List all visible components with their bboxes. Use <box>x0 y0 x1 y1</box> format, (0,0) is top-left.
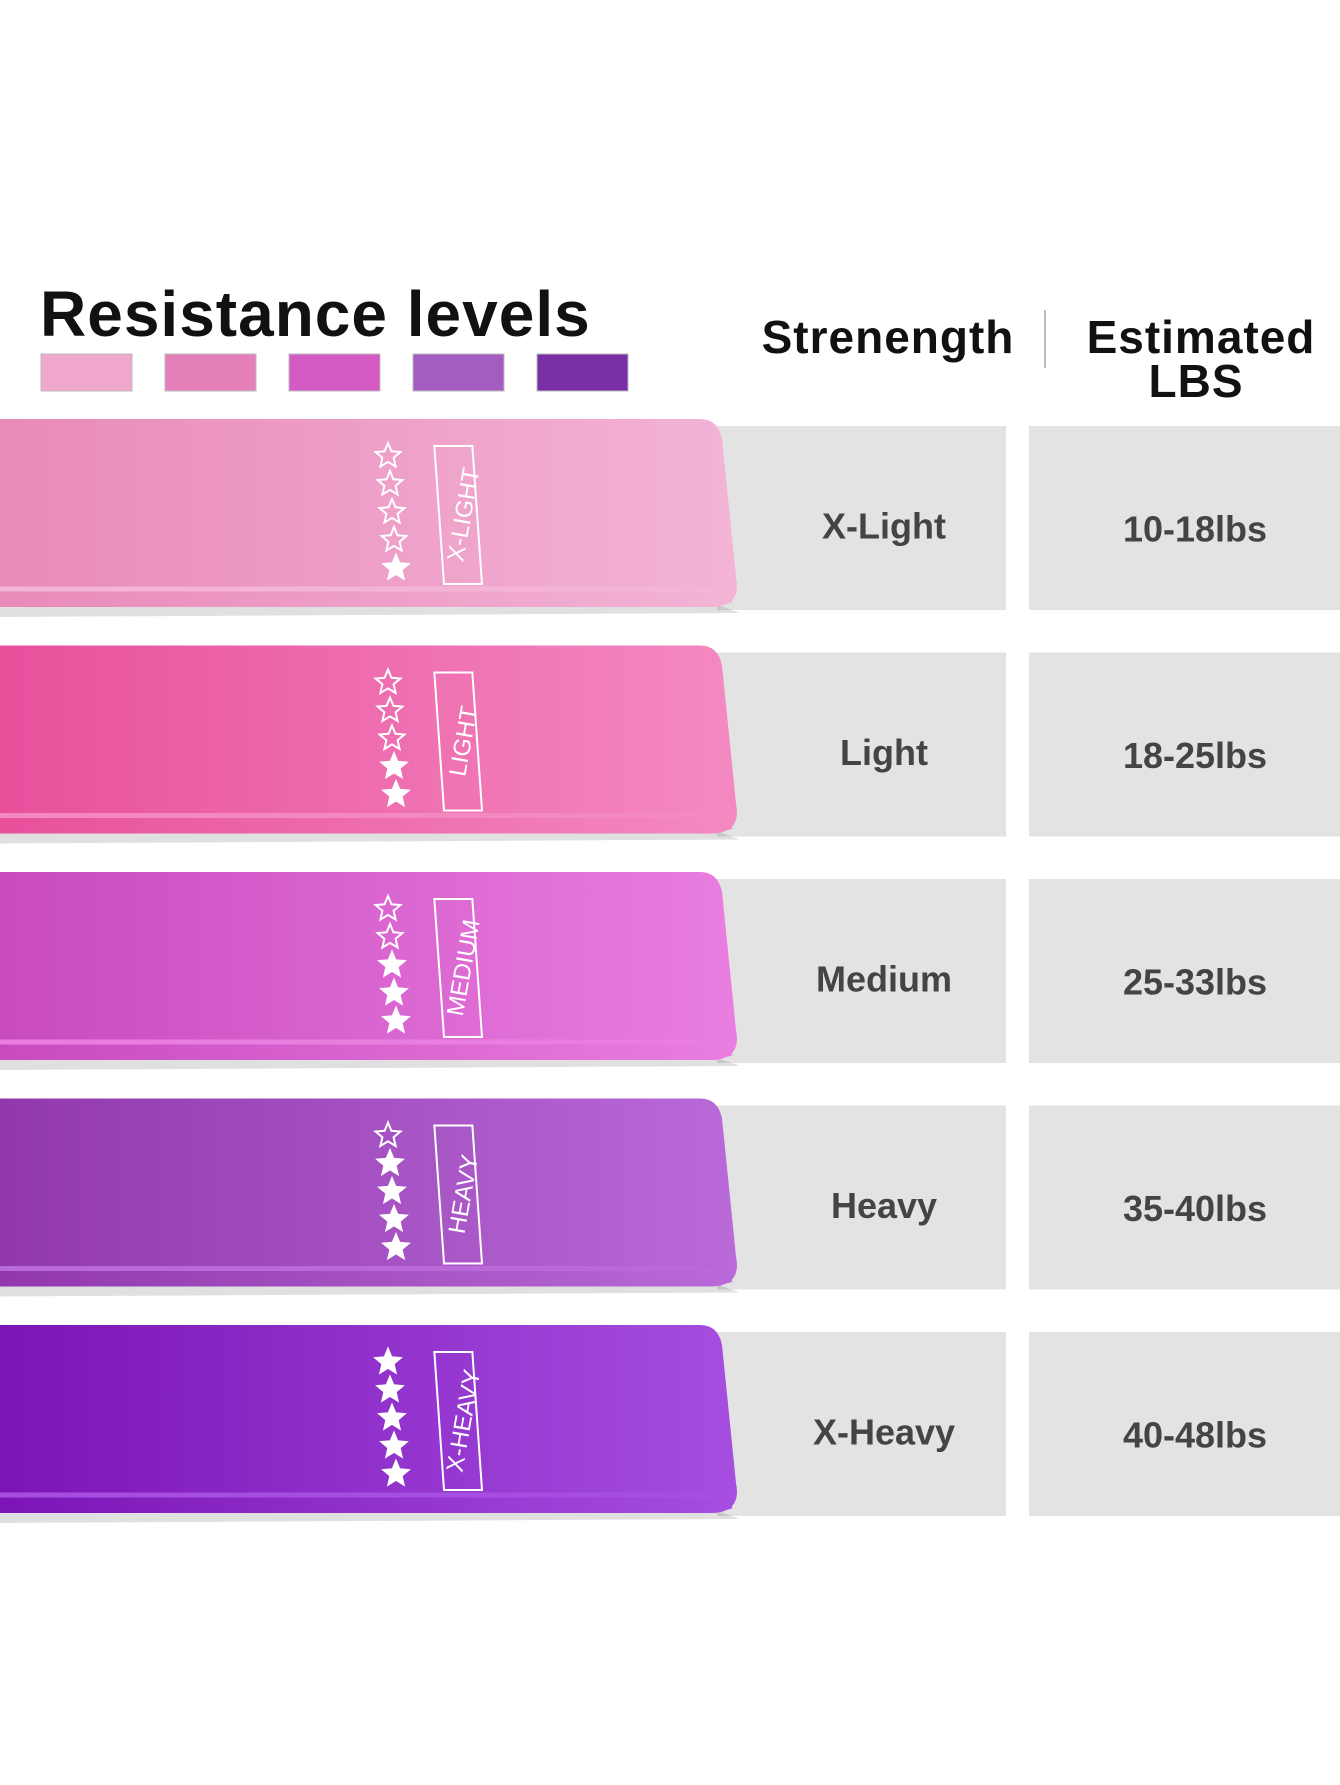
strength-cell <box>717 1332 1006 1516</box>
star <box>377 949 407 978</box>
color-swatch <box>40 353 133 392</box>
lbs-cell <box>1029 1105 1340 1290</box>
band <box>0 872 737 1060</box>
star <box>373 440 403 469</box>
band-label-box <box>433 671 484 812</box>
color-swatch <box>536 353 629 392</box>
color-swatch <box>164 353 257 392</box>
lbs-header: LBS <box>1149 355 1244 407</box>
lbs-text: 35-40lbs <box>1123 1188 1267 1229</box>
band-lip <box>0 1266 733 1284</box>
color-swatch <box>288 353 381 392</box>
lbs-text: 10-18lbs <box>1123 509 1267 550</box>
lbs-text: 25-33lbs <box>1123 962 1267 1003</box>
color-swatch <box>412 353 505 392</box>
band-label-box <box>433 1351 484 1491</box>
band-lip <box>0 813 733 831</box>
star <box>379 977 409 1006</box>
star <box>373 1119 403 1149</box>
lbs-cell <box>1029 426 1340 610</box>
strength-text: X-Heavy <box>813 1412 955 1453</box>
lbs-cell <box>1029 879 1340 1063</box>
strength-cell <box>717 879 1006 1063</box>
band-label-box <box>433 445 484 585</box>
star <box>377 1402 407 1431</box>
star <box>381 778 411 808</box>
strength-header: Strenength <box>762 311 1015 363</box>
strength-cell <box>717 426 1006 610</box>
strength-cell <box>717 652 1006 837</box>
star <box>375 694 405 724</box>
strength-text: Heavy <box>831 1185 937 1226</box>
strength-text: Light <box>840 732 928 773</box>
star <box>377 1175 407 1205</box>
band <box>0 1098 737 1287</box>
lbs-cell <box>1029 652 1340 837</box>
band-lip <box>0 586 733 605</box>
star <box>373 893 403 922</box>
band-lip <box>0 1492 733 1511</box>
lbs-text: 40-48lbs <box>1123 1415 1267 1456</box>
band-label-box <box>433 1124 484 1265</box>
star <box>379 1430 409 1459</box>
band-lip <box>0 1039 733 1058</box>
star <box>379 750 409 780</box>
star <box>375 921 405 950</box>
star <box>375 1374 405 1403</box>
star <box>377 722 407 752</box>
band <box>0 1325 737 1513</box>
title: Resistance levels <box>40 278 591 350</box>
star <box>381 1458 411 1487</box>
band <box>0 645 737 834</box>
star <box>379 524 409 553</box>
star <box>381 1005 411 1034</box>
star <box>373 1346 403 1375</box>
lbs-cell <box>1029 1332 1340 1516</box>
estimated-header: Estimated <box>1087 311 1316 363</box>
strength-cell <box>717 1105 1006 1290</box>
strength-text: X-Light <box>822 506 946 547</box>
star <box>381 552 411 581</box>
star <box>381 1231 411 1261</box>
band-label-box <box>433 898 484 1038</box>
lbs-text: 18-25lbs <box>1123 735 1267 776</box>
star <box>377 496 407 525</box>
star <box>375 468 405 497</box>
band <box>0 419 737 607</box>
star <box>373 666 403 696</box>
star <box>375 1147 405 1177</box>
strength-text: Medium <box>816 959 952 1000</box>
star <box>379 1203 409 1233</box>
